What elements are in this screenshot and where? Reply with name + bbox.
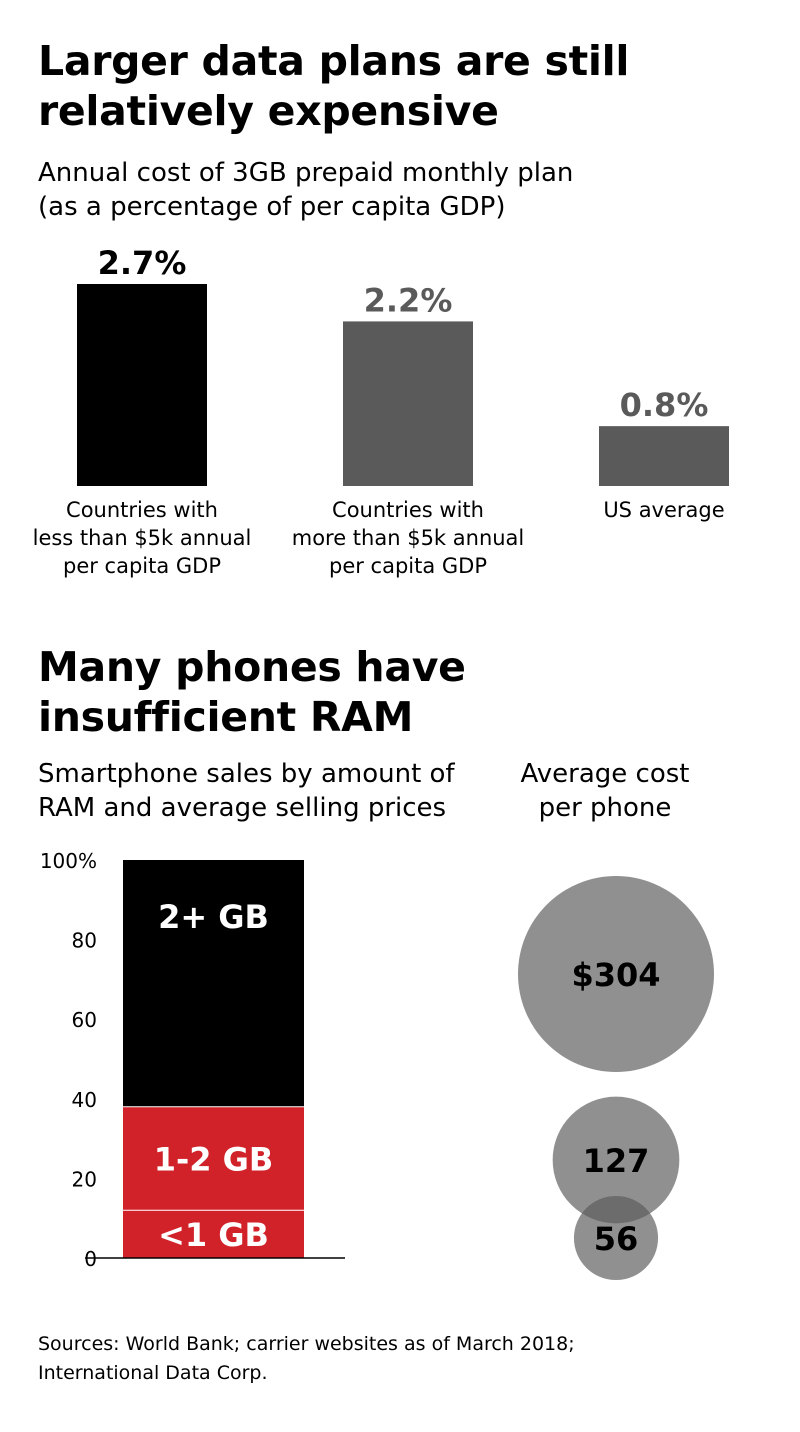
price-bubble xyxy=(552,1096,680,1224)
price-bubble xyxy=(518,876,714,1072)
stack-segment-label: 2+ GB xyxy=(158,898,269,936)
price-bubble-label: 127 xyxy=(583,1142,650,1180)
chart2-title: Many phones have insufficient RAM xyxy=(38,642,738,742)
chart3-title-line2: per phone xyxy=(538,793,672,823)
chart2-subtitle-line1: Smartphone sales by amount of xyxy=(38,759,455,789)
sources-line1: Sources: World Bank; carrier websites as… xyxy=(38,1333,575,1355)
chart3-title: Average cost per phone xyxy=(505,757,705,825)
bar-3-value-label: 0.8% xyxy=(620,386,709,424)
data-plan-cost-bar-chart: 2.7% Countries with less than $5k annual pe… xyxy=(33,244,729,578)
chart1-subtitle-line1: Annual cost of 3GB prepaid monthly plan xyxy=(38,158,574,188)
bar-1-value-label: 2.7% xyxy=(98,244,187,282)
stack-segment xyxy=(123,1106,304,1211)
y-tick-label: 60 xyxy=(72,1008,97,1032)
sources-line2: International Data Corp. xyxy=(38,1362,268,1384)
bar-1 xyxy=(77,284,207,486)
chart1-title-line2: relatively expensive xyxy=(38,87,499,135)
bar-1-category-label: per capita GDP xyxy=(63,554,221,578)
average-cost-bubble-chart: $304 127 56 xyxy=(518,876,714,1281)
stack-segment xyxy=(123,1210,304,1258)
y-tick-label: 20 xyxy=(72,1167,97,1191)
chart2-title-line2: insufficient RAM xyxy=(38,693,414,741)
bar-1-category-label: Countries with xyxy=(66,498,218,522)
bar-2-category-label: more than $5k annual xyxy=(292,526,525,550)
y-tick-label: 100% xyxy=(40,849,97,873)
ram-sales-stacked-bar-chart: 0 20 40 60 80 100% <1 GB 1-2 GB 2+ GB xyxy=(40,849,345,1271)
stack-segment xyxy=(123,860,304,1107)
bar-2-value-label: 2.2% xyxy=(364,281,453,319)
bar-1-category-label: less than $5k annual xyxy=(33,526,252,550)
bar-2 xyxy=(343,321,473,486)
chart1-title: Larger data plans are still relatively e… xyxy=(38,36,738,136)
chart2-subtitle-line2: RAM and average selling prices xyxy=(38,793,447,823)
chart1-subtitle-line2: (as a percentage of per capita GDP) xyxy=(38,192,506,222)
chart2-title-line1: Many phones have xyxy=(38,643,466,691)
price-bubble xyxy=(573,1195,659,1281)
stack-segment-label: <1 GB xyxy=(158,1216,269,1254)
chart1-subtitle: Annual cost of 3GB prepaid monthly plan … xyxy=(38,156,758,224)
chart1-title-line1: Larger data plans are still xyxy=(38,37,630,85)
bar-2-category-label: per capita GDP xyxy=(329,554,487,578)
sources-note: Sources: World Bank; carrier websites as… xyxy=(38,1330,758,1388)
chart2-subtitle: Smartphone sales by amount of RAM and av… xyxy=(38,757,498,825)
bar-2-category-label: Countries with xyxy=(332,498,484,522)
y-tick-label: 80 xyxy=(72,929,97,953)
stack-segment-label: 1-2 GB xyxy=(154,1141,274,1179)
y-tick-label: 40 xyxy=(72,1088,97,1112)
price-bubble-label: 56 xyxy=(594,1220,639,1258)
y-tick-label: 0 xyxy=(84,1247,97,1271)
chart3-title-line1: Average cost xyxy=(520,759,690,789)
price-bubble-label: $304 xyxy=(571,956,660,994)
bar-3 xyxy=(599,426,729,486)
bar-3-category-label: US average xyxy=(603,498,724,522)
